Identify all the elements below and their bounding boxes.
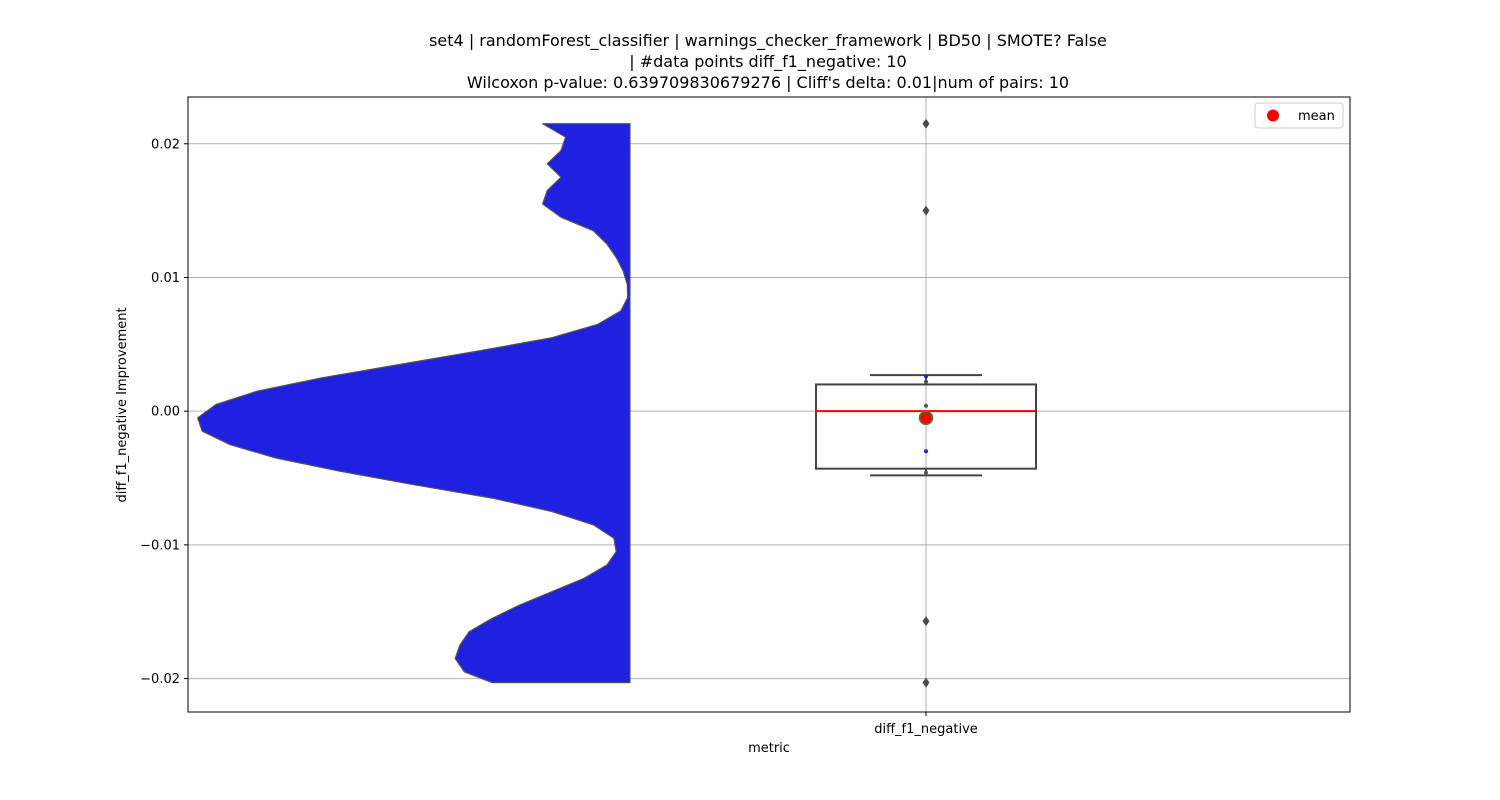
inner-point xyxy=(924,379,928,384)
plot-frame xyxy=(187,96,1351,713)
legend-mean-label: mean xyxy=(1298,109,1335,124)
inner-point xyxy=(924,374,928,379)
x-axis-label: metric xyxy=(748,741,790,756)
chart-title: set4 | randomForest_classifier | warning… xyxy=(429,31,1107,92)
outlier-point xyxy=(922,118,930,129)
x-axis: diff_f1_negative xyxy=(874,712,978,737)
legend: mean xyxy=(1254,102,1344,129)
plot-clipped-group xyxy=(188,97,1350,712)
y-tick-label: 0.02 xyxy=(151,137,180,152)
title-line-3: Wilcoxon p-value: 0.639709830679276 | Cl… xyxy=(467,73,1069,92)
outlier-point xyxy=(922,677,930,688)
y-tick-label: 0.01 xyxy=(151,271,180,286)
violin-body xyxy=(197,123,631,684)
title-line-1: set4 | randomForest_classifier | warning… xyxy=(429,31,1107,51)
inner-point xyxy=(924,449,928,454)
box-iqr xyxy=(815,383,1037,470)
x-tick-label: diff_f1_negative xyxy=(874,722,978,737)
inner-point xyxy=(924,403,928,408)
title-line-2: | #data points diff_f1_negative: 10 xyxy=(629,52,906,72)
y-tick-label: −0.02 xyxy=(140,672,180,687)
y-tick-label: 0.00 xyxy=(151,405,180,420)
legend-box xyxy=(1254,102,1344,129)
mean-marker xyxy=(918,410,934,426)
inner-point xyxy=(924,470,928,475)
legend-mean-marker xyxy=(1267,109,1279,122)
outlier-point xyxy=(922,205,930,216)
y-axis: 0.02 0.01 0.00 −0.01 −0.02 xyxy=(140,137,188,687)
outlier-point xyxy=(922,616,930,627)
y-tick-label: −0.01 xyxy=(140,538,180,553)
plot-area xyxy=(188,97,1350,712)
y-axis-label: diff_f1_negative Improvement xyxy=(115,307,130,502)
